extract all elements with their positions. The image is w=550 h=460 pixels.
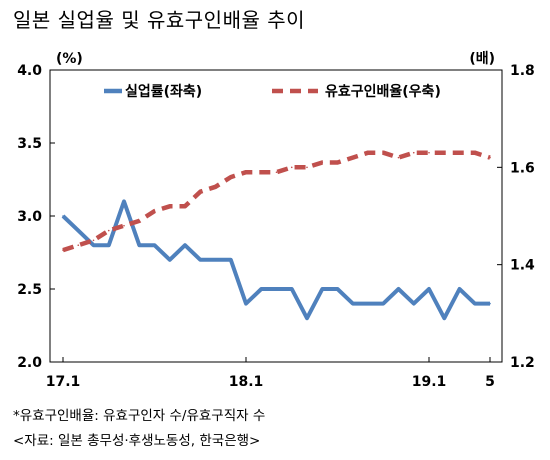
data-point [62, 249, 64, 251]
data-point [489, 302, 491, 305]
data-point [443, 317, 446, 320]
data-point [123, 224, 125, 227]
left-tick-label: 4.0 [17, 63, 42, 79]
data-point [275, 288, 278, 290]
left-axis: (%) 4.0 3.5 3.0 2.5 2.0 [17, 51, 83, 371]
data-point [92, 244, 95, 246]
data-point [290, 166, 293, 169]
legend-label-unemployment: 실업률(좌축) [125, 83, 202, 100]
footnote-definition: *유효구인배율: 유효구인자 수/유효구직자 수 [13, 408, 266, 424]
data-point [351, 156, 354, 159]
right-tick-label: 1.8 [510, 63, 535, 79]
data-point [138, 220, 141, 222]
data-point [473, 302, 476, 305]
right-tick-label: 1.2 [510, 355, 535, 371]
x-tick-label: 18.1 [229, 374, 264, 390]
data-point [260, 288, 263, 290]
data-point [489, 156, 491, 159]
data-point [138, 244, 141, 246]
data-point [184, 244, 186, 246]
data-point [275, 171, 278, 173]
data-point [351, 302, 354, 305]
data-point [397, 156, 400, 159]
data-point [428, 288, 430, 290]
left-axis-unit: (%) [56, 51, 83, 67]
series-line-jobs-ratio [62, 150, 491, 253]
data-point [153, 210, 156, 212]
data-point [458, 288, 461, 290]
data-point [412, 302, 415, 305]
data-point [458, 151, 461, 154]
data-point [92, 239, 95, 242]
data-point [62, 215, 64, 217]
data-point [336, 288, 339, 290]
x-tick-label: 19.1 [412, 374, 447, 390]
data-point [473, 151, 476, 154]
data-point [107, 229, 110, 232]
x-tick-label: 5 [485, 374, 495, 390]
data-point [306, 166, 308, 169]
data-point [199, 259, 202, 261]
right-tick-label: 1.6 [510, 160, 535, 176]
legend: 실업률(좌축) 유효구인배율(우축) [104, 83, 441, 100]
data-point [245, 171, 247, 173]
data-point [290, 288, 293, 290]
right-axis: (배) 1.8 1.6 1.4 1.2 [469, 51, 535, 371]
data-point [184, 205, 186, 208]
data-point [428, 151, 430, 154]
data-point [412, 151, 415, 154]
left-tick-label: 3.5 [17, 136, 42, 152]
data-point [123, 200, 125, 203]
series-line-unemployment [61, 199, 490, 321]
data-point [168, 205, 171, 208]
data-point [77, 244, 80, 246]
left-tick-label: 2.0 [17, 355, 42, 371]
x-axis: 17.1 18.1 19.1 5 [46, 357, 495, 390]
data-point [77, 229, 80, 232]
legend-label-jobs-ratio: 유효구인배율(우축) [325, 83, 441, 100]
data-point [168, 259, 171, 261]
data-point [229, 259, 232, 261]
data-point [153, 244, 156, 246]
data-point [443, 151, 446, 154]
series-points-jobs-ratio [62, 151, 491, 251]
data-point [260, 171, 263, 173]
data-point [214, 186, 217, 188]
series-points-unemployment [62, 200, 491, 320]
data-point [336, 161, 339, 164]
data-point [382, 151, 385, 154]
footnote-source: <자료: 일본 총무성·후생노동성, 한국은행> [13, 433, 261, 449]
x-tick-label: 17.1 [46, 374, 81, 390]
data-point [321, 161, 324, 164]
series-layer [61, 150, 491, 321]
data-point [367, 302, 369, 305]
left-tick-label: 2.5 [17, 282, 42, 298]
data-point [229, 176, 232, 178]
data-point [214, 259, 217, 261]
line-chart: (%)4.03.53.02.52.0 (배)1.81.61.41.2 17.1 1… [17, 51, 535, 390]
data-point [321, 288, 324, 290]
chart-title: 일본 실업율 및 유효구인배율 추이 [13, 8, 306, 32]
left-tick-label: 3.0 [17, 209, 42, 225]
data-point [397, 288, 400, 290]
data-point [306, 317, 308, 320]
data-point [382, 302, 385, 305]
data-point [367, 151, 369, 154]
data-point [107, 244, 110, 246]
right-axis-unit: (배) [469, 51, 495, 67]
right-tick-label: 1.4 [510, 258, 535, 274]
data-point [199, 190, 202, 193]
data-point [245, 302, 247, 305]
